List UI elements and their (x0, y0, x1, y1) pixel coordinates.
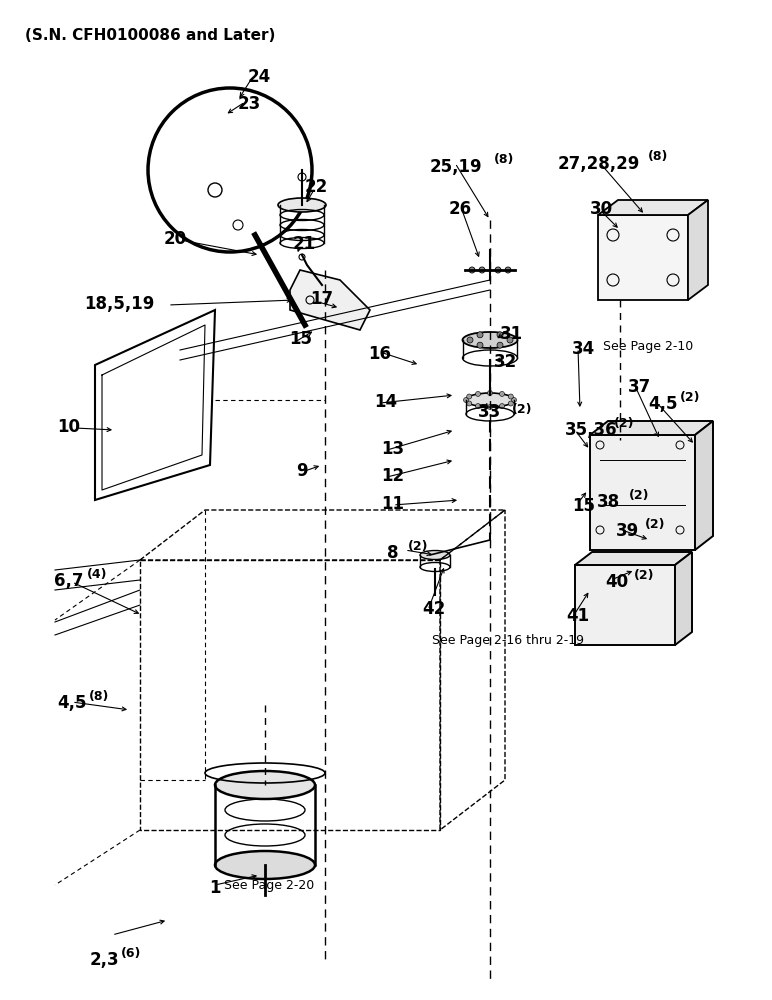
Text: (2): (2) (634, 569, 655, 582)
Text: (2): (2) (614, 417, 635, 430)
Text: (4): (4) (87, 568, 107, 581)
Ellipse shape (420, 550, 450, 560)
Circle shape (479, 267, 485, 273)
Text: 26: 26 (449, 200, 472, 218)
Text: (8): (8) (648, 150, 669, 163)
Text: 10: 10 (57, 418, 80, 436)
Text: 25,19: 25,19 (430, 158, 482, 176)
Text: See Page 2-16 thru 2-19: See Page 2-16 thru 2-19 (432, 634, 584, 647)
Circle shape (476, 404, 480, 409)
Text: 15: 15 (572, 497, 595, 515)
Text: 27,28,29: 27,28,29 (558, 155, 641, 173)
Circle shape (467, 337, 473, 343)
Circle shape (508, 394, 513, 399)
Text: 15: 15 (289, 330, 312, 348)
Ellipse shape (466, 393, 514, 407)
Circle shape (505, 267, 511, 273)
Text: 16: 16 (368, 345, 391, 363)
Circle shape (477, 342, 483, 348)
Text: 34: 34 (572, 340, 595, 358)
Circle shape (463, 397, 469, 402)
Circle shape (499, 391, 504, 396)
Circle shape (495, 267, 501, 273)
Polygon shape (695, 421, 713, 550)
Circle shape (487, 390, 493, 395)
Circle shape (499, 404, 504, 409)
Text: See Page 2-20: See Page 2-20 (224, 879, 314, 892)
Text: See Page 2-10: See Page 2-10 (603, 340, 693, 353)
Circle shape (508, 401, 513, 406)
Circle shape (487, 404, 493, 410)
Text: 4,5: 4,5 (57, 694, 86, 712)
Text: 12: 12 (381, 467, 404, 485)
Polygon shape (598, 215, 688, 300)
Text: (2): (2) (512, 403, 533, 416)
Circle shape (467, 394, 472, 399)
Text: 37: 37 (628, 378, 652, 396)
Circle shape (507, 337, 513, 343)
Circle shape (512, 397, 516, 402)
Circle shape (476, 391, 480, 396)
Text: (2): (2) (680, 391, 700, 404)
Polygon shape (590, 435, 695, 550)
Ellipse shape (462, 332, 517, 348)
Text: (2): (2) (645, 518, 665, 531)
Polygon shape (598, 200, 708, 215)
Circle shape (497, 332, 503, 338)
Text: 21: 21 (293, 235, 316, 253)
Text: 42: 42 (422, 600, 445, 618)
Text: 23: 23 (238, 95, 261, 113)
Circle shape (467, 401, 472, 406)
Text: 11: 11 (381, 495, 404, 513)
Text: 6,7: 6,7 (54, 572, 83, 590)
Text: 35,36: 35,36 (565, 421, 618, 439)
Circle shape (497, 342, 503, 348)
Circle shape (477, 332, 483, 338)
Text: (2): (2) (408, 540, 428, 553)
Text: 30: 30 (590, 200, 613, 218)
Polygon shape (575, 552, 692, 565)
Ellipse shape (278, 198, 326, 212)
Text: 38: 38 (597, 493, 620, 511)
Text: 22: 22 (305, 178, 328, 196)
Text: 14: 14 (374, 393, 397, 411)
Text: (6): (6) (121, 947, 141, 960)
Text: 41: 41 (566, 607, 589, 625)
Text: 40: 40 (605, 573, 628, 591)
Text: (2): (2) (629, 489, 649, 502)
Text: 9: 9 (296, 462, 307, 480)
Text: 32: 32 (494, 353, 517, 371)
Polygon shape (575, 565, 675, 645)
Text: 18,5,19: 18,5,19 (84, 295, 154, 313)
Circle shape (469, 267, 475, 273)
Text: 17: 17 (310, 290, 334, 308)
Ellipse shape (215, 851, 315, 879)
Text: 24: 24 (248, 68, 271, 86)
Text: 13: 13 (381, 440, 404, 458)
Polygon shape (590, 421, 713, 435)
Polygon shape (290, 270, 370, 330)
Text: 1: 1 (209, 879, 221, 897)
Text: 39: 39 (616, 522, 639, 540)
Text: 20: 20 (164, 230, 187, 248)
Polygon shape (675, 552, 692, 645)
Text: 33: 33 (478, 403, 501, 421)
Ellipse shape (215, 771, 315, 799)
Text: (8): (8) (494, 153, 514, 166)
Text: 31: 31 (500, 325, 523, 343)
Text: 4,5: 4,5 (648, 395, 678, 413)
Text: 8: 8 (387, 544, 398, 562)
Polygon shape (688, 200, 708, 300)
Text: 2,3: 2,3 (90, 951, 120, 969)
Text: (S.N. CFH0100086 and Later): (S.N. CFH0100086 and Later) (25, 28, 276, 43)
Text: (8): (8) (89, 690, 110, 703)
